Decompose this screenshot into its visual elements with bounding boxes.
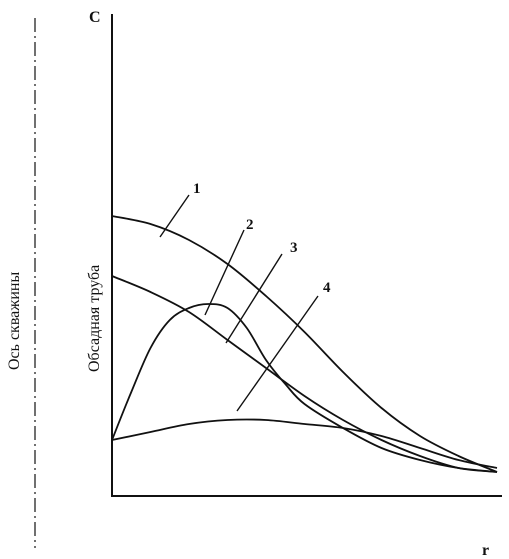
casing-label: Обсадная труба	[86, 265, 103, 372]
series-label-3: 3	[290, 240, 298, 256]
series-label-2: 2	[246, 217, 254, 233]
leader-line-1	[159, 194, 190, 238]
series-line-3	[111, 303, 498, 473]
series-line-1	[111, 215, 498, 473]
x-axis-label: r	[482, 542, 489, 559]
series-line-2	[111, 275, 498, 473]
leader-line-2	[204, 229, 245, 316]
series-label-1: 1	[193, 181, 201, 197]
y-axis-label: C	[89, 9, 101, 26]
leader-line-4	[236, 295, 319, 412]
leader-line-3	[225, 253, 283, 344]
series-line-4	[111, 418, 498, 469]
well-axis-label: Ось скважины	[6, 272, 23, 370]
series-label-4: 4	[323, 280, 331, 296]
